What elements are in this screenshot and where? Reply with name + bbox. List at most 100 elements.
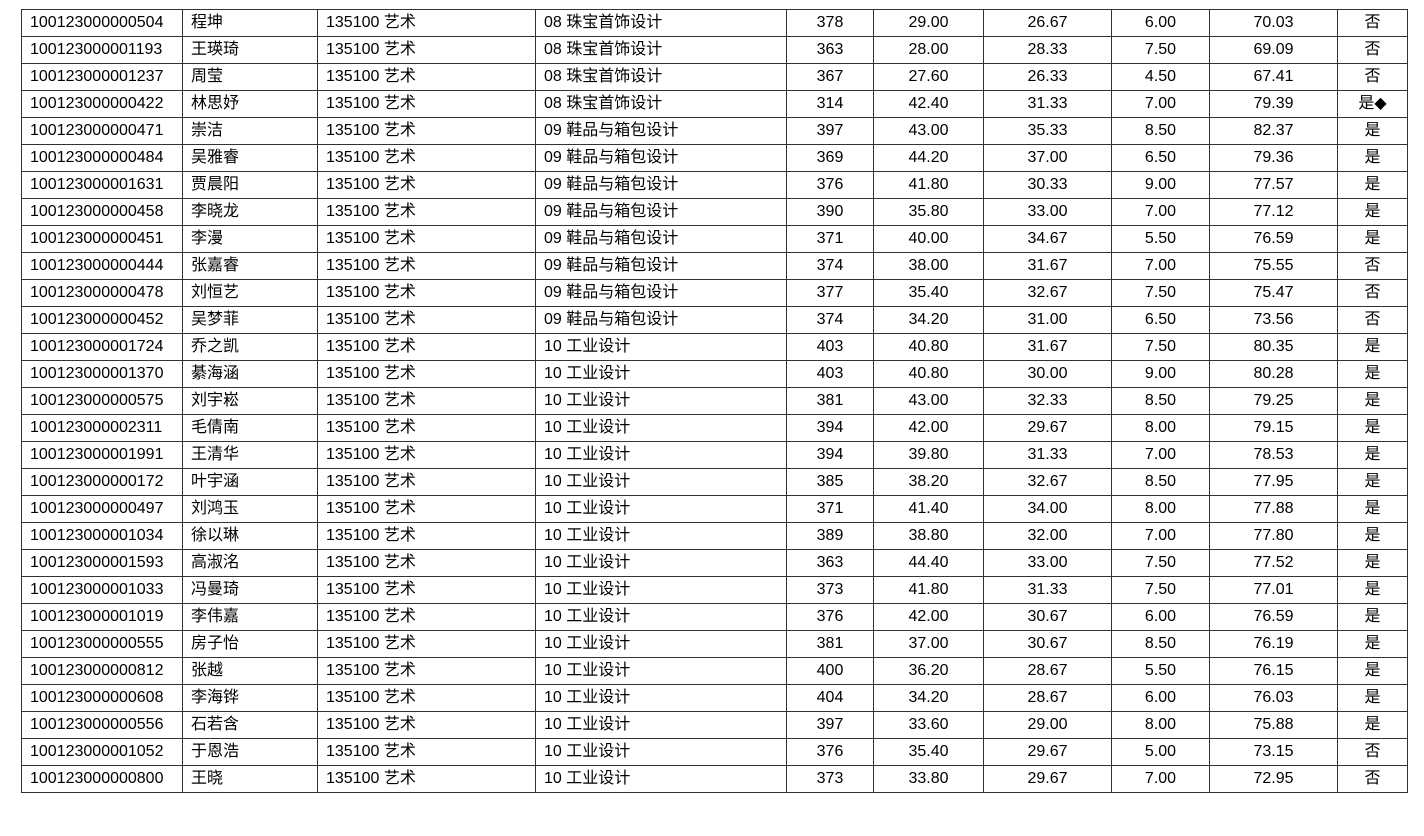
cell-research-direction: 09 鞋品与箱包设计 — [535, 198, 787, 226]
cell-score-c: 8.50 — [1111, 387, 1210, 415]
cell-score-c: 8.00 — [1111, 414, 1210, 442]
cell-total-score: 75.55 — [1209, 252, 1338, 280]
cell-score-c: 8.00 — [1111, 711, 1210, 739]
cell-name: 王清华 — [182, 441, 318, 469]
cell-score-c: 7.00 — [1111, 198, 1210, 226]
cell-score-a: 41.40 — [873, 495, 984, 523]
cell-discipline: 135100 艺术 — [317, 738, 536, 766]
cell-name: 徐以琳 — [182, 522, 318, 550]
cell-candidate-id: 100123000000484 — [21, 144, 183, 172]
cell-candidate-id: 100123000000608 — [21, 684, 183, 712]
cell-discipline: 135100 艺术 — [317, 90, 536, 118]
cell-name: 石若含 — [182, 711, 318, 739]
table-row: 100123000000451 李漫 135100 艺术 09 鞋品与箱包设计 371 4… — [21, 225, 1408, 253]
cell-initial-score: 373 — [786, 576, 874, 604]
cell-discipline: 135100 艺术 — [317, 63, 536, 91]
cell-admitted: 是 — [1337, 198, 1408, 226]
cell-score-a: 33.60 — [873, 711, 984, 739]
cell-candidate-id: 100123000000458 — [21, 198, 183, 226]
cell-score-a: 40.00 — [873, 225, 984, 253]
cell-discipline: 135100 艺术 — [317, 441, 536, 469]
table-row: 100123000000452 吴梦菲 135100 艺术 09 鞋品与箱包设计 374… — [21, 306, 1408, 334]
cell-initial-score: 381 — [786, 630, 874, 658]
cell-score-a: 36.20 — [873, 657, 984, 685]
cell-admitted: 是 — [1337, 630, 1408, 658]
cell-admitted: 是 — [1337, 117, 1408, 145]
cell-research-direction: 10 工业设计 — [535, 765, 787, 793]
cell-research-direction: 10 工业设计 — [535, 549, 787, 577]
cell-discipline: 135100 艺术 — [317, 657, 536, 685]
cell-admitted: 否 — [1337, 765, 1408, 793]
cell-admitted: 是 — [1337, 549, 1408, 577]
cell-admitted: 是 — [1337, 333, 1408, 361]
cell-name: 綦海涵 — [182, 360, 318, 388]
table-row: 100123000001052 于恩浩 135100 艺术 10 工业设计 376 35.… — [21, 738, 1408, 766]
cell-score-c: 6.00 — [1111, 684, 1210, 712]
cell-candidate-id: 100123000002311 — [21, 414, 183, 442]
cell-admitted: 是 — [1337, 576, 1408, 604]
cell-research-direction: 10 工业设计 — [535, 684, 787, 712]
cell-research-direction: 10 工业设计 — [535, 387, 787, 415]
cell-score-c: 8.00 — [1111, 495, 1210, 523]
cell-score-b: 35.33 — [983, 117, 1112, 145]
cell-discipline: 135100 艺术 — [317, 252, 536, 280]
cell-score-a: 35.40 — [873, 738, 984, 766]
cell-initial-score: 378 — [786, 9, 874, 37]
cell-score-c: 7.00 — [1111, 441, 1210, 469]
cell-research-direction: 08 珠宝首饰设计 — [535, 63, 787, 91]
table-row: 100123000002311 毛倩南 135100 艺术 10 工业设计 394 42.… — [21, 414, 1408, 442]
cell-total-score: 73.15 — [1209, 738, 1338, 766]
cell-discipline: 135100 艺术 — [317, 171, 536, 199]
cell-total-score: 77.57 — [1209, 171, 1338, 199]
cell-research-direction: 10 工业设计 — [535, 495, 787, 523]
cell-research-direction: 08 珠宝首饰设计 — [535, 90, 787, 118]
cell-score-a: 44.20 — [873, 144, 984, 172]
cell-candidate-id: 100123000001370 — [21, 360, 183, 388]
cell-research-direction: 10 工业设计 — [535, 414, 787, 442]
cell-initial-score: 394 — [786, 414, 874, 442]
cell-admitted: 是◆ — [1337, 90, 1408, 118]
cell-score-b: 32.67 — [983, 468, 1112, 496]
cell-score-a: 38.00 — [873, 252, 984, 280]
cell-candidate-id: 100123000000452 — [21, 306, 183, 334]
cell-research-direction: 09 鞋品与箱包设计 — [535, 117, 787, 145]
cell-total-score: 80.35 — [1209, 333, 1338, 361]
cell-score-a: 41.80 — [873, 576, 984, 604]
cell-admitted: 是 — [1337, 495, 1408, 523]
cell-total-score: 76.03 — [1209, 684, 1338, 712]
cell-discipline: 135100 艺术 — [317, 36, 536, 64]
cell-name: 乔之凯 — [182, 333, 318, 361]
cell-score-a: 38.80 — [873, 522, 984, 550]
cell-name: 林思妤 — [182, 90, 318, 118]
cell-total-score: 77.95 — [1209, 468, 1338, 496]
cell-discipline: 135100 艺术 — [317, 306, 536, 334]
cell-total-score: 79.36 — [1209, 144, 1338, 172]
cell-total-score: 76.59 — [1209, 225, 1338, 253]
cell-score-b: 30.67 — [983, 630, 1112, 658]
cell-initial-score: 400 — [786, 657, 874, 685]
table-row: 100123000000800 王晓 135100 艺术 10 工业设计 373 33.8… — [21, 765, 1408, 793]
cell-score-c: 8.50 — [1111, 468, 1210, 496]
cell-score-c: 5.00 — [1111, 738, 1210, 766]
cell-score-a: 43.00 — [873, 117, 984, 145]
cell-discipline: 135100 艺术 — [317, 387, 536, 415]
cell-name: 李漫 — [182, 225, 318, 253]
table-row: 100123000001033 冯曼琦 135100 艺术 10 工业设计 373 41.… — [21, 576, 1408, 604]
cell-score-b: 31.33 — [983, 90, 1112, 118]
cell-score-c: 8.50 — [1111, 117, 1210, 145]
cell-score-b: 26.33 — [983, 63, 1112, 91]
cell-initial-score: 403 — [786, 360, 874, 388]
cell-admitted: 是 — [1337, 603, 1408, 631]
cell-score-c: 7.50 — [1111, 576, 1210, 604]
cell-total-score: 77.52 — [1209, 549, 1338, 577]
cell-score-a: 27.60 — [873, 63, 984, 91]
cell-score-b: 33.00 — [983, 549, 1112, 577]
cell-discipline: 135100 艺术 — [317, 603, 536, 631]
cell-admitted: 否 — [1337, 279, 1408, 307]
cell-score-c: 7.50 — [1111, 333, 1210, 361]
cell-score-a: 42.00 — [873, 414, 984, 442]
cell-total-score: 69.09 — [1209, 36, 1338, 64]
cell-total-score: 82.37 — [1209, 117, 1338, 145]
cell-name: 叶宇涵 — [182, 468, 318, 496]
cell-name: 吴雅睿 — [182, 144, 318, 172]
